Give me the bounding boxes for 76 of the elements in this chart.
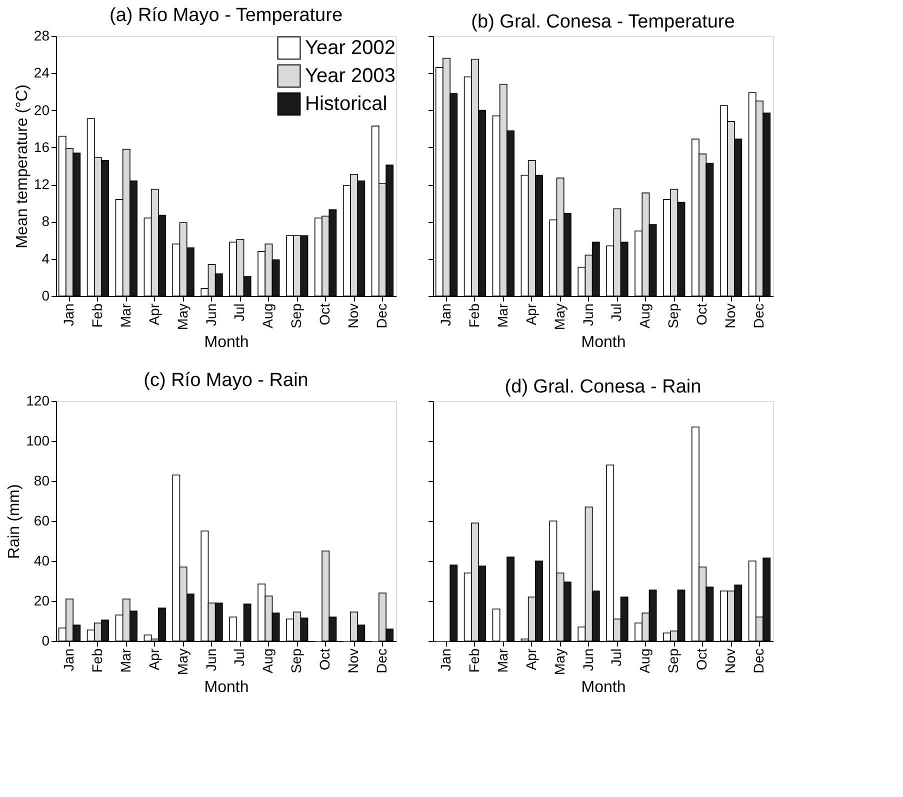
x-tick-label: Apr bbox=[522, 303, 539, 326]
x-tick-label: Mar bbox=[494, 303, 510, 328]
legend-label: Historical bbox=[305, 93, 388, 115]
x-axis-title: Month bbox=[204, 678, 249, 696]
y-tick-label: 40 bbox=[34, 552, 50, 568]
x-tick-label: Jul bbox=[608, 304, 624, 322]
x-tick-label: Jan bbox=[60, 648, 77, 672]
x-tick-label: Dec bbox=[373, 648, 390, 674]
x-tick-label: Jan bbox=[60, 304, 77, 326]
chart-title: (d) Gral. Conesa - Rain bbox=[504, 376, 702, 398]
x-tick-label: Oct bbox=[316, 648, 333, 670]
x-tick-label: Jul bbox=[608, 648, 624, 666]
x-tick-label: Feb bbox=[466, 648, 482, 673]
x-tick-label: Nov bbox=[722, 304, 738, 328]
x-tick-label: Mar bbox=[117, 648, 134, 673]
x-tick-label: Apr bbox=[146, 303, 162, 326]
x-tick-label: Feb bbox=[88, 648, 105, 673]
legend-label: Year 2002 bbox=[305, 37, 396, 59]
x-tick-label: Dec bbox=[373, 304, 390, 328]
y-tick-label: 12 bbox=[34, 176, 50, 192]
x-tick-label: Oct bbox=[694, 303, 710, 326]
y-tick-label: 16 bbox=[34, 138, 50, 155]
y-tick-label: 20 bbox=[34, 102, 50, 118]
y-tick-label: 60 bbox=[34, 512, 50, 528]
x-tick-label: Jul bbox=[231, 648, 248, 666]
x-tick-label: May bbox=[174, 648, 190, 675]
x-tick-label: Nov bbox=[345, 648, 362, 674]
y-axis-title: Rain (mm) bbox=[6, 484, 24, 559]
y-tick-label: 28 bbox=[34, 28, 50, 44]
x-tick-label: Feb bbox=[466, 303, 482, 328]
x-tick-label: Sep bbox=[665, 648, 682, 674]
x-tick-label: Aug bbox=[260, 648, 276, 674]
x-tick-label: Mar bbox=[117, 303, 134, 328]
y-tick-label: 0 bbox=[42, 288, 50, 304]
chart-title: (a) Río Mayo - Temperature bbox=[109, 5, 343, 26]
x-tick-label: Feb bbox=[88, 303, 105, 328]
x-tick-label: Jun bbox=[202, 648, 219, 672]
x-tick-label: Aug bbox=[260, 304, 276, 328]
x-tick-label: Mar bbox=[494, 648, 510, 673]
y-axis-title: Mean temperature (°C) bbox=[14, 84, 31, 248]
chart-title: (b) Gral. Conesa - Temperature bbox=[471, 12, 735, 32]
x-axis-title: Month bbox=[581, 678, 626, 696]
y-tick-label: 80 bbox=[34, 472, 50, 488]
x-tick-label: Apr bbox=[522, 648, 539, 670]
x-tick-label: Sep bbox=[665, 303, 682, 328]
x-tick-label: May bbox=[551, 304, 568, 330]
x-tick-label: Dec bbox=[750, 648, 766, 674]
chart-title: (c) Río Mayo - Rain bbox=[144, 370, 308, 391]
x-tick-label: Sep bbox=[288, 648, 304, 674]
x-tick-label: Aug bbox=[636, 304, 653, 328]
x-tick-label: Jun bbox=[580, 304, 596, 326]
y-tick-label: 100 bbox=[26, 432, 50, 448]
x-tick-label: Jun bbox=[580, 648, 596, 672]
x-tick-label: Aug bbox=[636, 648, 653, 674]
x-axis-title: Month bbox=[204, 334, 249, 351]
x-tick-label: Jan bbox=[438, 648, 454, 672]
x-tick-label: Nov bbox=[345, 304, 362, 328]
x-tick-label: May bbox=[551, 648, 568, 675]
y-tick-label: 24 bbox=[34, 64, 50, 81]
x-tick-label: Oct bbox=[316, 303, 333, 326]
x-tick-label: Apr bbox=[146, 648, 162, 670]
y-tick-label: 4 bbox=[42, 250, 50, 266]
y-tick-label: 120 bbox=[26, 392, 50, 408]
x-axis-title: Month bbox=[581, 334, 626, 351]
x-tick-label: Sep bbox=[288, 303, 304, 328]
y-tick-label: 8 bbox=[42, 213, 50, 230]
y-tick-label: 20 bbox=[34, 592, 50, 608]
x-tick-label: Dec bbox=[750, 304, 766, 328]
x-tick-label: Nov bbox=[722, 648, 738, 674]
x-tick-label: Oct bbox=[694, 648, 710, 670]
y-tick-label: 0 bbox=[42, 632, 50, 648]
x-tick-label: Jan bbox=[438, 304, 454, 326]
x-tick-label: May bbox=[174, 304, 190, 330]
x-tick-label: Jun bbox=[202, 304, 219, 326]
x-tick-label: Jul bbox=[231, 304, 248, 322]
legend-label: Year 2003 bbox=[305, 65, 396, 87]
